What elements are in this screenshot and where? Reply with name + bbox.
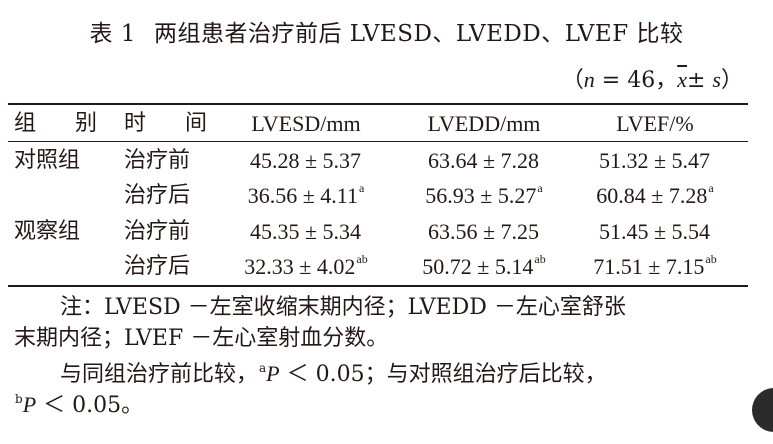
header-group: 组 别: [14, 111, 113, 136]
header-lvesd: LVESD/mm: [251, 111, 361, 136]
header-lvedd: LVEDD/mm: [427, 111, 541, 136]
row-time: 治疗后: [124, 183, 191, 208]
row-lvef: 51.32 ± 5.47: [560, 143, 750, 179]
row-lvef-sup: ab: [705, 252, 717, 266]
row-lvesd: 32.33 ± 4.02ab: [206, 249, 406, 285]
row-lvedd-value: 63.64 ± 7.28: [427, 148, 540, 173]
table-row: 治疗后 32.33 ± 4.02ab 50.72 ± 5.14ab 71.51 …: [0, 249, 773, 285]
table-note-line-4: bP ＜ 0.05。: [14, 389, 754, 421]
table-title: 表 1 两组患者治疗前后 LVESD、LVEDD、LVEF 比较: [0, 14, 773, 48]
row-lvesd: 45.28 ± 5.37: [206, 143, 406, 179]
note-p-label: P: [22, 392, 37, 417]
s-label: s: [712, 67, 721, 92]
row-lvef-value: 51.45 ± 5.54: [598, 219, 711, 244]
row-lvedd-value: 63.56 ± 7.25: [427, 219, 540, 244]
row-lvesd: 45.35 ± 5.34: [206, 214, 406, 250]
row-lvef-value: 51.32 ± 5.47: [598, 148, 711, 173]
row-lvesd: 36.56 ± 4.11a: [206, 178, 406, 214]
row-time: 治疗前: [124, 148, 191, 173]
row-lvedd-sup: ab: [534, 252, 546, 266]
table-subtitle: （n = 46，x± s）: [562, 62, 743, 94]
table-bottom-rule: [8, 285, 748, 287]
row-lvef-value: 71.51 ± 7.15: [593, 254, 705, 279]
row-lvedd-sup: a: [537, 181, 543, 195]
header-lvef: LVEF/%: [616, 111, 694, 136]
row-lvef-sup: a: [708, 181, 714, 195]
note-sup-a: a: [259, 361, 267, 375]
row-time: 治疗后: [124, 254, 191, 279]
row-lvedd: 63.64 ± 7.28: [384, 143, 584, 179]
row-lvesd-value: 32.33 ± 4.02: [244, 254, 356, 279]
row-group: 观察组: [14, 219, 81, 244]
row-lvesd-sup: ab: [356, 252, 368, 266]
note-compare-same-group: 与同组治疗前比较，: [60, 362, 259, 387]
header-time: 时 间: [124, 111, 223, 136]
row-lvef-value: 60.84 ± 7.28: [596, 183, 708, 208]
note-p-value: ＜ 0.05。: [36, 393, 144, 418]
row-lvedd-value: 50.72 ± 5.14: [422, 254, 534, 279]
row-lvef: 60.84 ± 7.28a: [560, 178, 750, 214]
note-p-label: P: [266, 361, 280, 386]
row-lvesd-value: 45.35 ± 5.34: [249, 219, 362, 244]
row-lvedd: 63.56 ± 7.25: [384, 214, 584, 250]
table-row: 观察组 治疗前 45.35 ± 5.34 63.56 ± 7.25 51.45 …: [0, 214, 773, 250]
table-number: 表 1: [89, 21, 136, 47]
row-lvesd-value: 45.28 ± 5.37: [249, 148, 362, 173]
table-header-rule: [8, 141, 748, 142]
row-lvedd-value: 56.93 ± 5.27: [425, 183, 537, 208]
n-label: n: [583, 67, 595, 92]
row-lvesd-value: 36.56 ± 4.11: [247, 183, 358, 208]
table-row: 对照组 治疗前 45.28 ± 5.37 63.64 ± 7.28 51.32 …: [0, 143, 773, 179]
table-title-text: 两组患者治疗前后 LVESD、LVEDD、LVEF 比较: [153, 21, 684, 47]
n-value: = 46，: [594, 68, 678, 93]
row-group: 对照组: [14, 148, 81, 173]
floating-action-button[interactable]: [752, 388, 773, 432]
row-time: 治疗前: [124, 219, 191, 244]
plusminus: ±: [686, 68, 713, 93]
table-top-rule: [8, 103, 748, 105]
note-sup-b: b: [15, 392, 23, 406]
row-lvef: 51.45 ± 5.54: [560, 214, 750, 250]
row-lvesd-sup: a: [358, 181, 365, 195]
table-note-line-1: 注：LVESD －左室收缩末期内径；LVEDD －左心室舒张: [60, 295, 626, 320]
row-lvedd: 50.72 ± 5.14ab: [384, 249, 584, 285]
table-row: 治疗后 36.56 ± 4.11a 56.93 ± 5.27a 60.84 ± …: [0, 178, 773, 214]
table-note-line-2: 末期内径；LVEF －左心室射血分数。: [14, 326, 389, 351]
row-lvedd: 56.93 ± 5.27a: [384, 178, 584, 214]
subtitle-close-paren: ）: [720, 68, 743, 93]
table-header-row: 组 别 时 间 LVESD/mm LVEDD/mm LVEF/%: [0, 106, 773, 142]
subtitle-open-paren: （: [561, 68, 584, 93]
xbar-label: x: [677, 67, 687, 92]
note-compare-control: ＜ 0.05；与对照组治疗后比较，: [279, 362, 607, 387]
table-note-line-3: 与同组治疗前比较，aP ＜ 0.05；与对照组治疗后比较，: [14, 358, 773, 390]
row-lvef: 71.51 ± 7.15ab: [560, 249, 750, 285]
